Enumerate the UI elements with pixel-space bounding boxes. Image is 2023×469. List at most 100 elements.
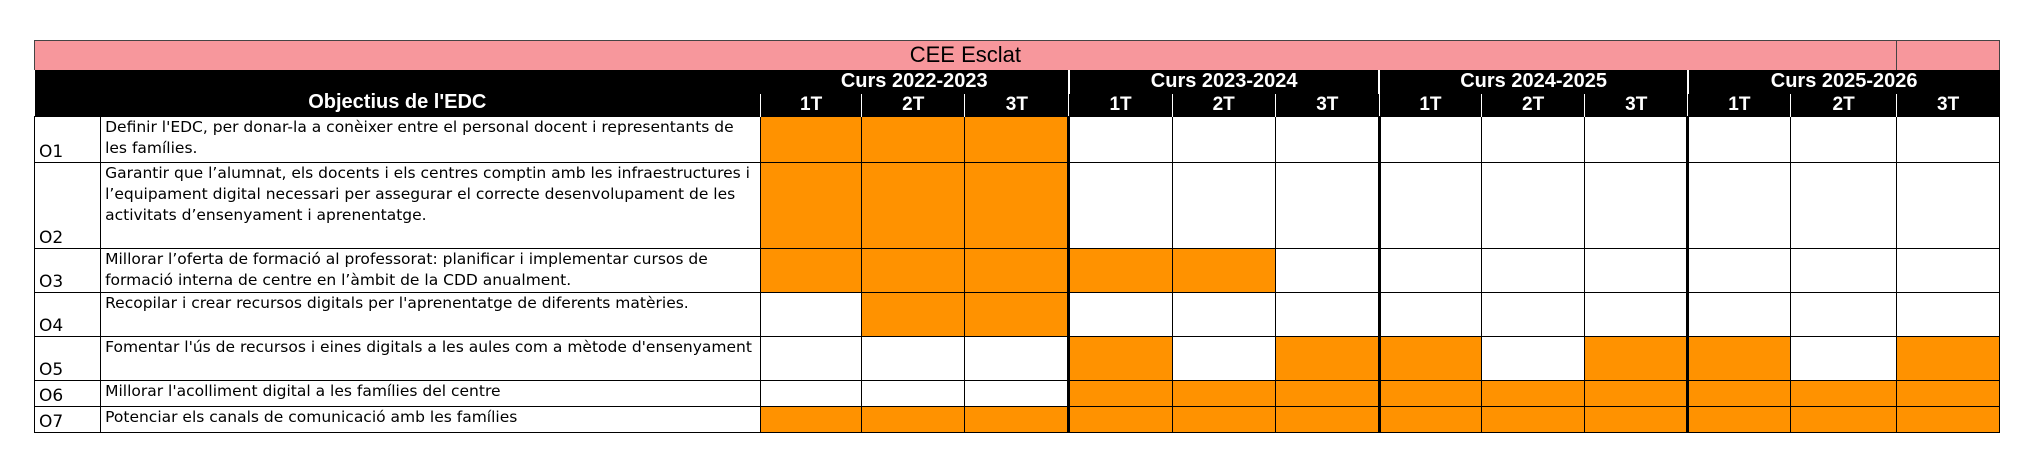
schedule-cell-planned [760, 115, 863, 163]
objective-code: O7 [33, 405, 102, 433]
term-header: 2T [1481, 93, 1585, 116]
schedule-cell-planned [1790, 379, 1897, 407]
schedule-cell-empty [1377, 291, 1483, 337]
schedule-cell-empty [1895, 115, 2001, 163]
schedule-cell-planned [1377, 379, 1483, 407]
schedule-cell-empty [1171, 291, 1276, 337]
schedule-cell-planned [1067, 379, 1173, 407]
objective-description: Millorar l’oferta de formació al profess… [100, 247, 762, 293]
schedule-cell-empty [1377, 115, 1483, 163]
schedule-cell-planned [964, 291, 1070, 337]
schedule-cell-empty [1790, 291, 1897, 337]
objective-description: Definir l'EDC, per donar-la a conèixer e… [100, 115, 762, 163]
schedule-cell-planned [1274, 335, 1380, 381]
schedule-cell-empty [1584, 291, 1689, 337]
schedule-cell-empty [1790, 115, 1897, 163]
term-header: 1T [760, 93, 862, 116]
schedule-cell-planned [964, 247, 1070, 293]
term-header: 2T [861, 93, 965, 116]
term-header: 3T [1895, 93, 2000, 116]
schedule-cell-planned [1067, 405, 1173, 433]
schedule-cell-empty [1790, 335, 1897, 381]
schedule-cell-planned [1584, 405, 1689, 433]
schedule-cell-planned [964, 115, 1070, 163]
schedule-cell-empty [1067, 161, 1173, 249]
schedule-cell-empty [1584, 247, 1689, 293]
schedule-cell-empty [861, 379, 966, 407]
page-title: CEE Esclat [34, 40, 1897, 70]
year-header: Curs 2023-2024 [1067, 69, 1380, 94]
term-header: 3T [1584, 93, 1688, 116]
objective-row: O7 Potenciar els canals de comunicació am… [33, 405, 2001, 433]
schedule-cell-empty [760, 379, 863, 407]
schedule-cell-planned [1895, 335, 2001, 381]
schedule-cell-planned [1686, 405, 1792, 433]
term-header: 2T [1171, 93, 1276, 116]
schedule-cell-planned [1584, 335, 1689, 381]
term-header: 1T [1378, 93, 1482, 116]
title-row-end-cell [1895, 40, 2001, 70]
schedule-cell-planned [1481, 405, 1586, 433]
schedule-cell-empty [1481, 335, 1586, 381]
schedule-cell-planned [964, 161, 1070, 249]
term-header: 1T [1068, 93, 1173, 116]
schedule-cell-planned [861, 405, 966, 433]
objective-code: O3 [33, 247, 102, 293]
schedule-cell-planned [861, 291, 966, 337]
schedule-cell-empty [964, 335, 1070, 381]
objective-row: O6 Millorar l'acolliment digital a les fa… [33, 379, 2001, 407]
schedule-cell-empty [1584, 115, 1689, 163]
objective-code: O1 [33, 115, 102, 163]
schedule-cell-empty [1481, 161, 1586, 249]
schedule-cell-empty [1171, 335, 1276, 381]
schedule-cell-empty [760, 291, 863, 337]
schedule-cell-empty [1895, 247, 2001, 293]
term-header: 3T [1274, 93, 1380, 116]
schedule-cell-empty [1481, 115, 1586, 163]
schedule-cell-empty [1686, 161, 1792, 249]
schedule-cell-planned [964, 405, 1070, 433]
schedule-cell-empty [1686, 115, 1792, 163]
schedule-cell-planned [1274, 379, 1380, 407]
title-row: CEE Esclat [34, 40, 2001, 70]
schedule-cell-empty [1274, 161, 1380, 249]
year-header: Curs 2024-2025 [1378, 69, 1688, 94]
schedule-cell-planned [1067, 335, 1173, 381]
schedule-cell-empty [1790, 161, 1897, 249]
objective-description: Potenciar els canals de comunicació amb … [100, 405, 762, 433]
schedule-cell-empty [1377, 161, 1483, 249]
schedule-cell-planned [861, 247, 966, 293]
schedule-cell-empty [1895, 291, 2001, 337]
schedule-cell-planned [1171, 405, 1276, 433]
objective-code: O5 [33, 335, 102, 381]
objective-row: O2 Garantir que l’alumnat, els docents i … [33, 161, 2001, 249]
term-header: 2T [1790, 93, 1897, 116]
schedule-cell-empty [1067, 115, 1173, 163]
schedule-cell-planned [760, 405, 863, 433]
year-header: Curs 2022-2023 [760, 69, 1069, 94]
schedule-cell-empty [964, 379, 1070, 407]
schedule-cell-planned [1171, 247, 1276, 293]
objective-row: O3 Millorar l’oferta de formació al profe… [33, 247, 2001, 293]
objective-code: O2 [33, 161, 102, 249]
term-header: 3T [964, 93, 1069, 116]
schedule-cell-empty [1895, 161, 2001, 249]
schedule-cell-planned [1274, 405, 1380, 433]
schedule-cell-empty [1274, 291, 1380, 337]
objective-description: Garantir que l’alumnat, els docents i el… [100, 161, 762, 249]
schedule-cell-planned [760, 161, 863, 249]
schedule-cell-planned [1584, 379, 1689, 407]
schedule-cell-planned [760, 247, 863, 293]
schedule-cell-empty [861, 335, 966, 381]
year-header: Curs 2025-2026 [1686, 69, 2000, 94]
schedule-cell-planned [1790, 405, 1897, 433]
year-header-row: Objectius de l'EDC Curs 2022-2023 Curs 2… [34, 69, 2000, 116]
schedule-cell-empty [1274, 247, 1380, 293]
objective-row: O1 Definir l'EDC, per donar-la a conèixer… [33, 115, 2001, 163]
objective-code: O6 [33, 379, 102, 407]
schedule-cell-planned [1686, 335, 1792, 381]
schedule-cell-empty [760, 335, 863, 381]
objectives-header: Objectius de l'EDC [34, 69, 761, 116]
schedule-cell-planned [861, 115, 966, 163]
term-header: 1T [1687, 93, 1791, 116]
